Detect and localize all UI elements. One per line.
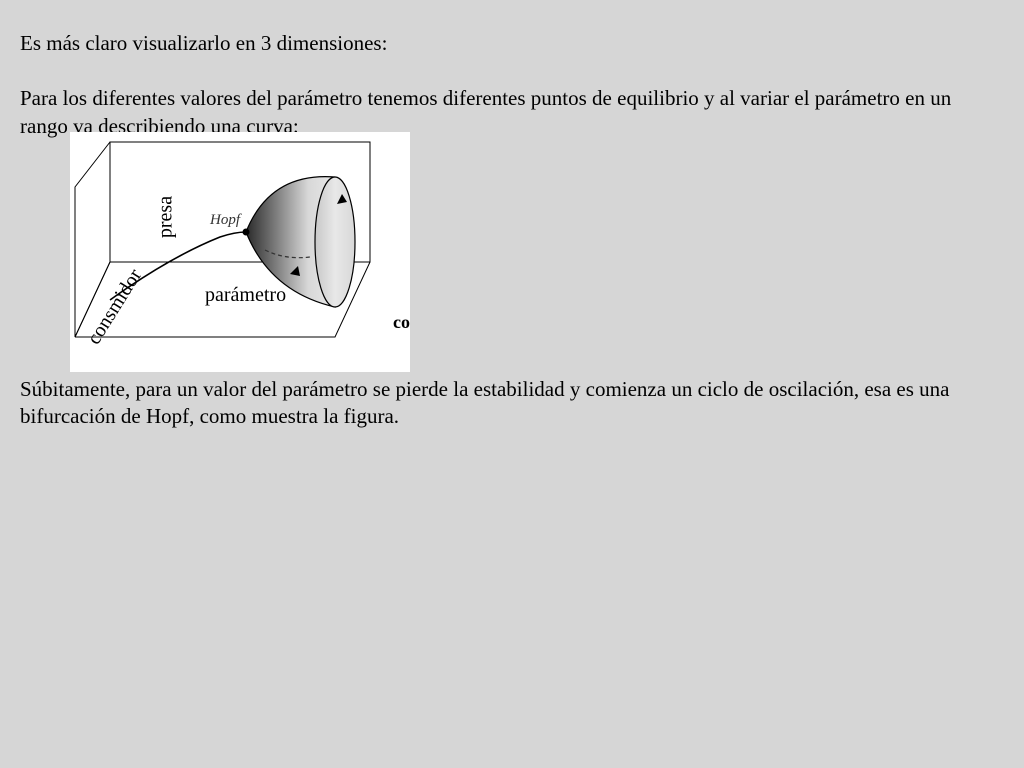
cone-end-ellipse bbox=[315, 177, 355, 307]
hopf-point-marker bbox=[243, 228, 250, 235]
hopf-label: Hopf bbox=[210, 212, 240, 229]
cropped-right-label: co bbox=[393, 312, 410, 333]
hopf-bifurcation-diagram: Hopf presa consmidor parámetro co bbox=[70, 132, 410, 372]
paragraph-1: Es más claro visualizarlo en 3 dimension… bbox=[20, 30, 1004, 57]
figure-container: Hopf presa consmidor parámetro co bbox=[70, 132, 1004, 372]
paragraph-3: Súbitamente, para un valor del parámetro… bbox=[20, 376, 1004, 431]
slide-content: Es más claro visualizarlo en 3 dimension… bbox=[0, 0, 1024, 460]
axis-label-presa: presa bbox=[155, 196, 178, 238]
diagram-svg bbox=[70, 132, 410, 372]
axis-label-parametro: parámetro bbox=[205, 284, 286, 307]
